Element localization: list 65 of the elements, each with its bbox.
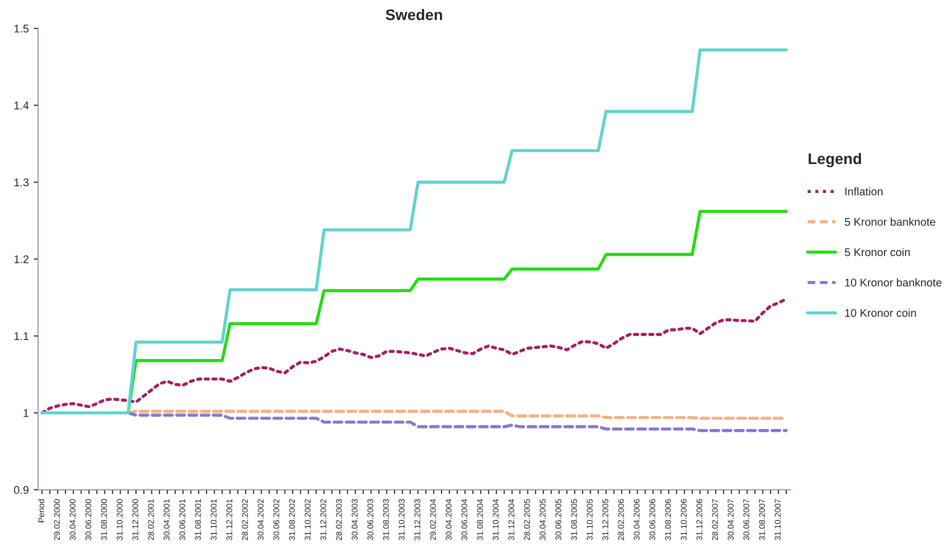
y-tick-label: 1 [24, 409, 29, 417]
y-tick-label: 1.4 [14, 102, 29, 110]
x-tick-label: 30.06.2006 [649, 499, 656, 540]
x-tick-label: 31.08.2000 [101, 499, 107, 540]
legend-label: 5 Kronor banknote [844, 218, 936, 226]
line-series [40, 48, 788, 414]
x-tick-label: 28.02.2001 [148, 499, 154, 540]
x-tick-label: 30.06.2007 [743, 499, 750, 540]
x-tick-label: 30.04.2001 [164, 499, 170, 540]
x-tick-label: 31.10.2002 [304, 499, 311, 540]
x-tick-label: 31.08.2001 [195, 499, 201, 540]
x-tick-label: 31.12.2004 [508, 499, 514, 540]
x-tick-label: 31.12.2005 [602, 499, 608, 540]
legend-label: 10 Kronor banknote [845, 278, 942, 287]
legend-label: 10 Kronor coin [845, 308, 916, 317]
x-tick-label: 30.06.2004 [461, 499, 468, 540]
x-tick-label: 31.08.2002 [289, 499, 295, 540]
x-tick-label: 30.06.2003 [367, 499, 374, 540]
x-tick-label: 29.02.2000 [54, 499, 60, 540]
x-tick-label: 31.08.2004 [477, 499, 483, 540]
x-tick-label: 31.08.2006 [665, 499, 671, 540]
x-tick-label: 31.10.2006 [680, 499, 687, 540]
x-tick-label: 30.04.2004 [446, 499, 452, 540]
x-tick-label: 31.12.2000 [132, 499, 138, 540]
x-tick-label: 31.12.2002 [320, 499, 326, 540]
x-tick-label: 30.06.2001 [179, 499, 186, 540]
x-tick-label: 31.12.2006 [696, 499, 702, 540]
x-tick-label: 31.10.2001 [210, 499, 217, 540]
x-tick-label: 31.10.2000 [116, 499, 123, 540]
y-tick-label: 1.5 [14, 24, 29, 33]
y-tick-label: 1.2 [14, 255, 28, 264]
x-tick-label: 30.04.2007 [728, 499, 734, 540]
y-tick-label: 0.9 [14, 486, 29, 494]
x-tick-label: 29.02.2004 [430, 499, 436, 540]
x-tick-label: 30.04.2005 [540, 499, 546, 540]
line-series [126, 411, 788, 432]
x-tick-label: 31.12.2003 [414, 499, 420, 540]
y-tick-label: 1.3 [14, 178, 29, 186]
x-tick-label: 30.04.2003 [352, 499, 358, 540]
x-tick-label: 28.02.2006 [618, 499, 624, 540]
x-tick-label: Period [38, 499, 44, 522]
legend-label: 5 Kronor coin [844, 248, 910, 256]
x-tick-label: 31.12.2001 [226, 499, 232, 540]
x-tick-label: 28.02.2003 [336, 499, 342, 540]
x-tick-label: 31.10.2005 [586, 499, 593, 540]
x-tick-label: 30.04.2002 [258, 499, 264, 540]
line-series [40, 298, 788, 414]
x-tick-label: 30.04.2000 [70, 499, 76, 540]
x-tick-label: 30.04.2006 [634, 499, 640, 540]
x-tick-label: 30.06.2002 [273, 499, 280, 540]
x-tick-label: 31.10.2004 [492, 499, 499, 540]
x-tick-label: 28.02.2005 [524, 499, 530, 540]
legend-label: Inflation [845, 187, 883, 196]
x-tick-label: 31.10.2007 [774, 499, 781, 540]
x-tick-label: 31.08.2003 [383, 499, 389, 540]
x-tick-label: 30.06.2005 [555, 499, 562, 540]
x-tick-label: 28.02.2007 [712, 499, 718, 540]
legend-title: Legend [808, 152, 861, 168]
y-tick-label: 1.1 [14, 332, 29, 340]
x-tick-label: 28.02.2002 [242, 499, 248, 540]
x-tick-label: 31.10.2003 [398, 499, 405, 540]
x-tick-label: 31.08.2007 [759, 499, 765, 540]
x-tick-label: 30.06.2000 [85, 499, 92, 540]
chart-title: Sweden [386, 8, 442, 20]
x-tick-label: 31.08.2005 [571, 499, 577, 540]
